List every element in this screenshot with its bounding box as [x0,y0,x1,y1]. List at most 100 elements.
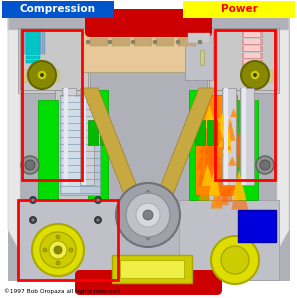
Bar [8,18,289,280]
Polygon shape [226,128,232,153]
Circle shape [29,217,37,224]
Polygon shape [205,120,217,137]
Bar [26,36,40,39]
Bar [90,38,108,46]
FancyBboxPatch shape [2,1,114,18]
Bar [244,32,260,37]
Circle shape [40,232,76,268]
Bar [42,30,45,54]
Polygon shape [222,88,236,185]
Bar [244,70,249,82]
Circle shape [86,40,90,44]
Bar [156,38,174,46]
Bar [207,28,279,93]
Bar [26,48,40,51]
FancyBboxPatch shape [85,9,212,37]
Circle shape [241,61,269,89]
Polygon shape [200,139,222,160]
Bar [207,120,217,145]
Polygon shape [215,147,224,156]
Polygon shape [209,166,220,196]
Polygon shape [80,88,94,185]
Bar [242,60,262,65]
Polygon shape [240,88,254,185]
Polygon shape [201,145,207,175]
Polygon shape [196,151,210,170]
Polygon shape [198,187,211,201]
Polygon shape [225,118,236,141]
Circle shape [97,218,99,221]
Polygon shape [230,132,244,167]
Polygon shape [82,88,148,215]
Bar [82,32,215,72]
Circle shape [211,236,259,284]
Bar [244,39,260,44]
Bar [80,276,217,290]
Polygon shape [204,127,214,146]
Bar [242,39,262,44]
Circle shape [143,210,153,220]
Text: Compression: Compression [20,4,96,15]
Bar [244,53,260,58]
Polygon shape [203,105,216,128]
Circle shape [94,196,102,204]
Bar [185,30,213,80]
Circle shape [94,217,102,224]
Bar [22,70,27,82]
Bar [244,60,260,65]
Polygon shape [62,97,80,193]
Polygon shape [205,145,224,183]
Bar [244,46,260,51]
Circle shape [221,246,249,274]
Text: Power: Power [221,4,257,15]
Bar [38,30,41,54]
Bar [26,40,40,43]
Polygon shape [230,108,237,117]
Bar [179,200,279,280]
FancyBboxPatch shape [183,1,295,18]
Bar [20,28,88,90]
Polygon shape [225,118,230,146]
Bar [18,28,90,93]
Bar [112,255,192,283]
Bar [18,200,279,280]
Bar [120,260,184,278]
Bar [26,52,40,55]
Polygon shape [201,149,223,169]
Circle shape [56,235,60,239]
Polygon shape [197,159,210,187]
Bar [46,70,51,82]
Bar [34,30,37,54]
Circle shape [198,40,202,44]
Circle shape [28,61,56,89]
Bar [134,38,152,46]
Bar [26,32,40,35]
Bar [242,46,262,51]
Circle shape [250,70,260,80]
Polygon shape [227,128,247,156]
Circle shape [29,196,37,204]
Polygon shape [149,88,215,215]
Polygon shape [207,118,223,145]
Bar [242,53,262,58]
Polygon shape [221,128,231,150]
Circle shape [253,73,257,77]
Polygon shape [231,172,248,210]
Polygon shape [192,90,240,200]
Bar [26,30,29,54]
Circle shape [176,40,180,44]
Polygon shape [222,168,233,202]
Polygon shape [88,90,108,200]
Circle shape [43,248,47,252]
Bar [100,120,110,145]
Circle shape [97,198,99,201]
Text: ©1997 Bob Oropaza all rights reserved: ©1997 Bob Oropaza all rights reserved [4,288,120,294]
Circle shape [256,156,274,174]
Circle shape [25,160,35,170]
Polygon shape [8,18,90,282]
Polygon shape [216,164,229,205]
Bar [26,60,40,63]
Polygon shape [219,113,227,130]
Polygon shape [224,88,228,185]
Polygon shape [198,134,219,154]
